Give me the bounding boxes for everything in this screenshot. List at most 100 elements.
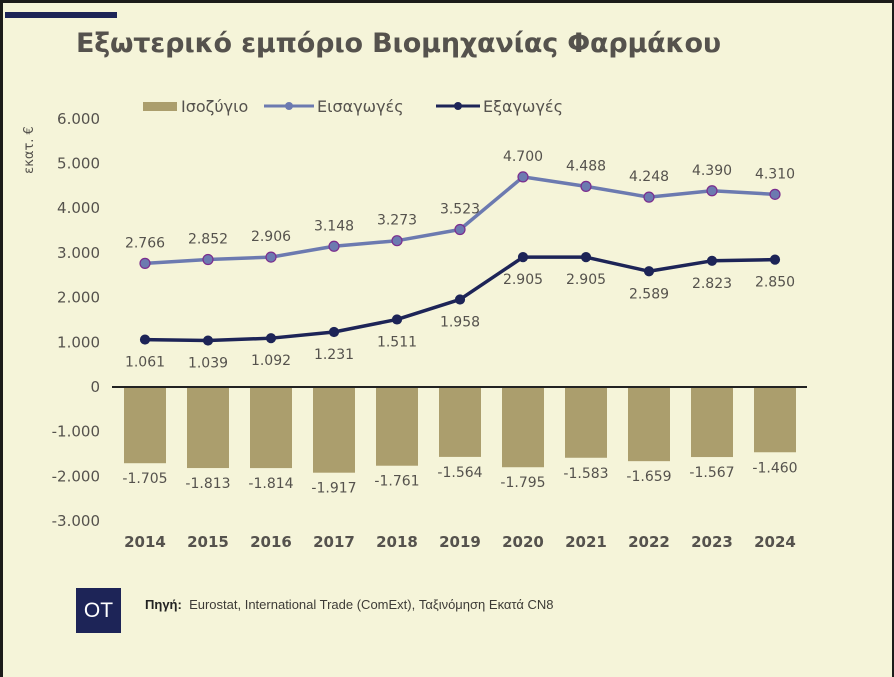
point-label: 2.905 — [503, 272, 543, 288]
marker-point — [328, 240, 340, 252]
bar-2020 — [502, 387, 544, 468]
bar-label: -1.814 — [248, 476, 293, 492]
x-tick-label: 2020 — [502, 533, 544, 551]
bar-2015 — [187, 387, 229, 469]
marker-point — [454, 223, 466, 236]
y-tick-label: 3.000 — [57, 244, 100, 262]
bar-label: -1.583 — [563, 466, 608, 482]
marker-point — [454, 294, 466, 305]
bars: -1.705 -1.813 -1.814 -1.917 -1.761 -1.564 -1.7… — [122, 387, 798, 497]
y-tick-label: 4.000 — [57, 199, 100, 217]
marker-point — [139, 334, 151, 345]
bar-2016 — [250, 387, 292, 469]
bar-2021 — [565, 387, 607, 458]
y-tick-label: 0 — [90, 378, 100, 396]
bar-2022 — [628, 387, 670, 462]
point-label: 2.766 — [125, 235, 165, 251]
bar-2024 — [754, 387, 796, 453]
y-tick-label: -1.000 — [52, 423, 100, 441]
marker-point — [769, 188, 781, 200]
marker-point — [391, 235, 403, 247]
bar-label: -1.813 — [185, 476, 230, 492]
point-label: 2.589 — [629, 286, 669, 302]
line-Εισαγωγές — [144, 175, 776, 266]
point-label: 3.273 — [377, 213, 417, 229]
point-label: 2.906 — [251, 229, 291, 245]
marker-point — [202, 335, 214, 346]
point-label: 4.310 — [755, 166, 795, 182]
x-tick-label: 2018 — [376, 533, 418, 551]
marker-point — [139, 257, 151, 269]
x-tick-label: 2016 — [250, 533, 292, 551]
marker-point — [517, 252, 529, 263]
legend-marker-exports — [454, 102, 462, 110]
bar-label: -1.659 — [626, 469, 671, 485]
x-axis: 2014 2015 2016 2017 2018 2019 2020 2021 2022 2023… — [124, 533, 796, 551]
x-tick-label: 2024 — [754, 533, 796, 551]
point-label: 1.092 — [251, 353, 291, 369]
legend-label-balance: Ισοζύγιο — [181, 97, 248, 116]
bar-2017 — [313, 387, 355, 473]
point-label: 1.061 — [125, 355, 165, 371]
marker-point — [643, 266, 655, 277]
marker-point — [706, 185, 718, 197]
legend-marker-imports — [285, 102, 293, 110]
bar-label: -1.917 — [311, 481, 356, 497]
chart-title: Εξωτερικό εμπόριο Βιομηχανίας Φαρμάκου — [76, 28, 721, 59]
y-tick-label: 1.000 — [57, 333, 100, 351]
bar-label: -1.761 — [374, 474, 419, 490]
y-tick-label: -2.000 — [52, 467, 100, 485]
x-tick-label: 2014 — [124, 533, 166, 551]
ot-logo: OT — [76, 588, 121, 633]
bar-2014 — [124, 387, 166, 464]
point-label: 1.958 — [440, 314, 480, 330]
bar-label: -1.705 — [122, 471, 167, 487]
source-note: Πηγή: Eurostat, International Trade (Com… — [145, 597, 554, 612]
bar-label: -1.460 — [752, 460, 797, 476]
y-axis: 6.000 5.000 4.000 3.000 2.000 1.000 0 -1.000 -2.… — [22, 110, 100, 530]
point-label: 1.231 — [314, 347, 354, 363]
marker-point — [328, 326, 340, 338]
point-label: 2.850 — [755, 275, 795, 291]
bar-2023 — [691, 387, 733, 458]
bar-label: -1.795 — [500, 475, 545, 491]
marker-point — [517, 171, 529, 183]
x-tick-label: 2022 — [628, 533, 670, 551]
bar-label: -1.567 — [689, 465, 734, 481]
x-tick-label: 2017 — [313, 533, 355, 551]
y-axis-label: εκατ. € — [22, 126, 37, 174]
bar-2018 — [376, 387, 418, 466]
x-tick-label: 2021 — [565, 533, 607, 551]
point-label: 2.852 — [188, 232, 228, 248]
marker-point — [391, 314, 403, 325]
marker-point — [706, 255, 718, 266]
x-tick-label: 2019 — [439, 533, 481, 551]
point-label: 1.039 — [188, 356, 228, 372]
point-label: 4.700 — [503, 149, 543, 165]
point-label: 3.523 — [440, 202, 480, 218]
y-tick-label: 5.000 — [57, 155, 100, 173]
point-label: 4.488 — [566, 158, 606, 174]
marker-point — [202, 253, 214, 266]
bar-2019 — [439, 387, 481, 457]
x-tick-label: 2015 — [187, 533, 229, 551]
marker-point — [580, 180, 592, 192]
marker-point — [580, 252, 592, 263]
marker-point — [265, 333, 277, 344]
bar-label: -1.564 — [437, 465, 482, 481]
legend-label-imports: Εισαγωγές — [317, 97, 404, 116]
marker-point — [265, 251, 277, 263]
point-label: 3.148 — [314, 218, 354, 234]
x-tick-label: 2023 — [691, 533, 733, 551]
marker-point — [769, 254, 781, 265]
legend-swatch-balance — [143, 102, 177, 111]
y-tick-label: -3.000 — [52, 512, 100, 530]
legend: Ισοζύγιο Εισαγωγές Εξαγωγές — [143, 97, 563, 116]
source-text: Eurostat, International Trade (ComExt), … — [189, 597, 554, 612]
point-label: 2.905 — [566, 272, 606, 288]
y-tick-label: 6.000 — [57, 110, 100, 128]
point-label: 4.390 — [692, 163, 732, 179]
marker-point — [643, 191, 655, 203]
point-label: 1.511 — [377, 334, 417, 350]
